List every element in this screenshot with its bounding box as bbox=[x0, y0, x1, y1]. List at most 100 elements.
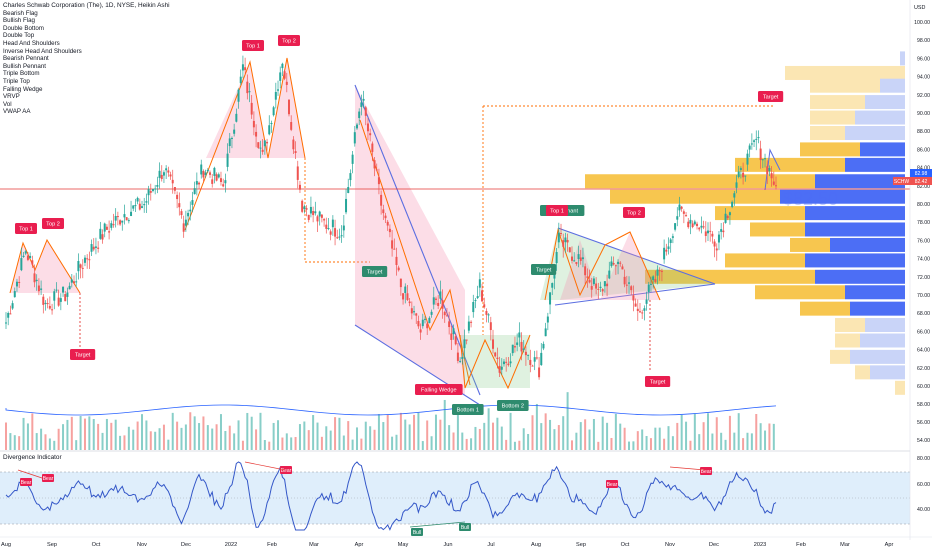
indicator-vol[interactable]: Vol bbox=[3, 100, 12, 108]
price-badge-upper-bg bbox=[910, 169, 932, 177]
volume-bar bbox=[285, 433, 288, 450]
time-tick: Dec bbox=[181, 542, 191, 548]
volume-bar bbox=[487, 408, 490, 450]
pennant-lower bbox=[554, 283, 716, 306]
volume-bar bbox=[149, 431, 152, 450]
candle-body bbox=[693, 221, 696, 225]
divergence-pane-title: Divergence Indicator bbox=[3, 454, 62, 461]
indicator-bullish-pennant[interactable]: Bullish Pennant bbox=[3, 62, 46, 70]
pattern-label: Target bbox=[650, 380, 666, 386]
volume-bars bbox=[5, 392, 777, 450]
volume-bar bbox=[40, 428, 43, 450]
volume-bar bbox=[549, 419, 552, 450]
candle-body bbox=[388, 228, 391, 233]
candle-body bbox=[162, 172, 165, 176]
candle-body bbox=[24, 251, 27, 254]
indicator-double-top[interactable]: Double Top bbox=[3, 32, 35, 40]
candle-body bbox=[318, 211, 321, 217]
candle-body bbox=[562, 240, 565, 247]
candle-body bbox=[342, 225, 345, 231]
volume-bar bbox=[579, 422, 582, 450]
time-tick: Aug bbox=[1, 542, 11, 548]
candle-body bbox=[720, 229, 723, 232]
volume-bar bbox=[408, 424, 411, 450]
candle-body bbox=[590, 286, 593, 290]
volume-bar bbox=[540, 423, 543, 450]
volume-bar bbox=[224, 430, 227, 450]
pattern-label: Target bbox=[536, 268, 552, 274]
indicator-head-and-shoulders[interactable]: Head And Shoulders bbox=[3, 39, 60, 47]
indicator-bearish-pennant[interactable]: Bearish Pennant bbox=[3, 55, 49, 63]
candle-body bbox=[68, 285, 71, 290]
volume-bar bbox=[154, 431, 157, 450]
candle-body bbox=[623, 276, 626, 285]
time-tick: Oct bbox=[92, 542, 101, 548]
volume-bar bbox=[728, 415, 731, 450]
candle-body bbox=[492, 339, 495, 349]
volume-bar bbox=[768, 423, 771, 450]
indicator-inverse-head-and-shoulders[interactable]: Inverse Head And Shoulders bbox=[3, 47, 82, 55]
candle-body bbox=[75, 281, 78, 283]
indicator-falling-wedge[interactable]: Falling Wedge bbox=[3, 85, 43, 93]
volume-bar bbox=[281, 437, 284, 450]
volume-bar bbox=[663, 438, 666, 450]
candle-body bbox=[397, 267, 400, 271]
volume-bar bbox=[733, 432, 736, 450]
candle-body bbox=[463, 339, 466, 349]
vp-up-row bbox=[800, 142, 860, 157]
indicator-triple-top[interactable]: Triple Top bbox=[3, 77, 30, 85]
candle-body bbox=[347, 187, 350, 193]
volume-bar bbox=[88, 416, 91, 450]
candle-body bbox=[476, 296, 479, 299]
candle-body bbox=[577, 254, 580, 260]
vp-up-row bbox=[725, 253, 805, 268]
candle-body bbox=[37, 285, 40, 292]
volume-bar bbox=[584, 419, 587, 450]
indicator-bearish-flag[interactable]: Bearish Flag bbox=[3, 9, 38, 17]
volume-bar bbox=[22, 417, 25, 450]
indicator-double-bottom[interactable]: Double Bottom bbox=[3, 24, 44, 32]
candle-body bbox=[158, 170, 161, 178]
candle-body bbox=[9, 313, 12, 315]
candle-body bbox=[274, 92, 277, 100]
pattern-label-bg bbox=[531, 264, 557, 275]
volume-bar bbox=[474, 426, 477, 450]
price-tick: 56.00 bbox=[917, 420, 930, 426]
candle-body bbox=[579, 257, 582, 261]
ticker-badge-bg bbox=[893, 177, 910, 185]
volume-bar bbox=[448, 425, 451, 450]
candle-body bbox=[597, 288, 600, 290]
indicator-triple-bottom[interactable]: Triple Bottom bbox=[3, 70, 40, 78]
candle-body bbox=[191, 200, 194, 205]
volume-bar bbox=[562, 416, 565, 450]
price-tick: 84.00 bbox=[917, 166, 930, 172]
candle-body bbox=[395, 256, 398, 265]
candle-body bbox=[535, 357, 538, 359]
indicator-bullish-flag[interactable]: Bullish Flag bbox=[3, 17, 35, 25]
volume-bar bbox=[500, 426, 503, 450]
indicator-vwap-aa[interactable]: VWAP AA bbox=[3, 108, 31, 116]
candle-body bbox=[200, 164, 203, 175]
volume-bar bbox=[320, 436, 323, 450]
candle-body bbox=[92, 246, 95, 250]
pattern-label: Top 2 bbox=[282, 39, 296, 45]
vp-down-row bbox=[805, 206, 905, 221]
candle-body bbox=[753, 140, 756, 142]
candle-body bbox=[283, 71, 286, 79]
vp-down-row bbox=[855, 110, 905, 125]
volume-bar bbox=[764, 430, 767, 450]
pennant-fill bbox=[540, 228, 715, 300]
candle-body bbox=[296, 166, 299, 180]
vp-up-row bbox=[835, 318, 865, 333]
price-tick: 54.00 bbox=[917, 438, 930, 444]
volume-bar bbox=[452, 432, 455, 450]
candle-body bbox=[156, 185, 159, 187]
volume-bar bbox=[119, 435, 122, 450]
candle-body bbox=[263, 140, 266, 147]
indicator-vrvp[interactable]: VRVP bbox=[3, 93, 20, 101]
candle-body bbox=[303, 206, 306, 210]
candle-body bbox=[180, 211, 183, 216]
vp-down-row bbox=[815, 269, 905, 284]
candle-body bbox=[235, 113, 238, 122]
